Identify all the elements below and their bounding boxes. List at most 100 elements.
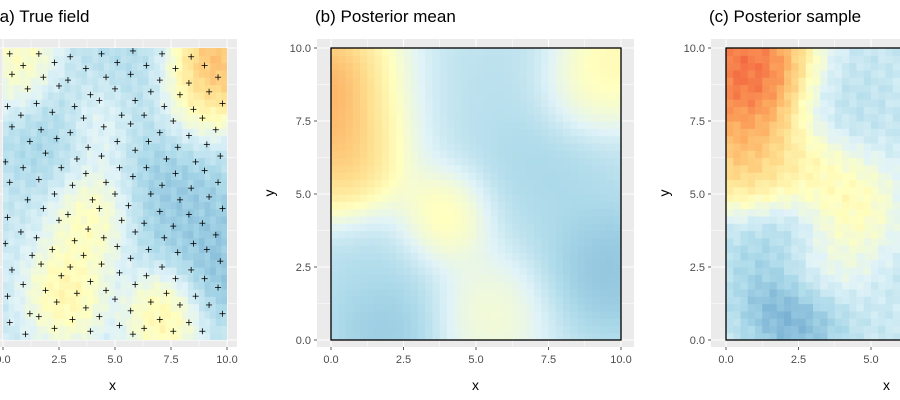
heatmap-cell xyxy=(103,135,110,144)
heatmap-cell xyxy=(762,215,771,224)
heatmap-cell xyxy=(755,223,763,232)
observation-point xyxy=(185,319,192,326)
heatmap-cell xyxy=(497,113,506,122)
heatmap-cell xyxy=(490,121,499,129)
heatmap-cell xyxy=(526,135,535,144)
heatmap-cell xyxy=(165,121,172,129)
heatmap-cell xyxy=(849,252,858,261)
heatmap-cell xyxy=(791,77,800,86)
heatmap-cell xyxy=(827,237,836,246)
heatmap-cell xyxy=(519,303,528,312)
heatmap-cell xyxy=(570,245,579,253)
heatmap-cell xyxy=(381,194,390,202)
observation-point xyxy=(73,155,80,162)
heatmap-cell xyxy=(131,296,138,305)
heatmap-cell xyxy=(769,128,778,137)
heatmap-cell xyxy=(798,48,807,56)
heatmap-cell xyxy=(199,318,206,326)
heatmap-cell xyxy=(526,77,535,86)
heatmap-cell xyxy=(193,215,200,224)
heatmap-cell xyxy=(820,113,829,122)
heatmap-cell xyxy=(70,259,77,268)
heatmap-cell xyxy=(726,179,734,188)
heatmap-cell xyxy=(352,55,361,64)
heatmap-cell xyxy=(878,296,887,305)
heatmap-cell xyxy=(131,194,138,202)
heatmap-cell xyxy=(526,164,535,173)
heatmap-cell xyxy=(584,55,593,64)
heatmap-cell xyxy=(497,157,506,166)
heatmap-cell xyxy=(476,274,484,283)
heatmap-cell xyxy=(204,62,211,71)
heatmap-cell xyxy=(36,267,43,275)
heatmap-cell xyxy=(490,55,499,64)
heatmap-cell xyxy=(47,310,54,319)
heatmap-cell xyxy=(863,201,872,210)
heatmap-cell xyxy=(563,303,571,312)
heatmap-cell xyxy=(14,259,21,268)
heatmap-cell xyxy=(199,48,206,56)
heatmap-cell xyxy=(92,245,99,253)
heatmap-cell xyxy=(367,113,376,122)
heatmap-cell xyxy=(87,106,94,115)
heatmap-cell xyxy=(425,179,434,188)
heatmap-cell xyxy=(726,237,734,246)
heatmap-cell xyxy=(176,55,183,64)
heatmap-cell xyxy=(512,281,521,290)
heatmap-cell xyxy=(813,274,821,283)
heatmap-cell xyxy=(592,245,600,253)
heatmap-cell xyxy=(762,172,771,180)
heatmap-cell xyxy=(519,172,528,180)
heatmap-cell xyxy=(338,62,347,71)
heatmap-cell xyxy=(410,62,419,71)
heatmap-cell xyxy=(381,121,390,129)
heatmap-cell xyxy=(863,215,872,224)
heatmap-cell xyxy=(570,325,579,334)
heatmap-cell xyxy=(42,106,49,115)
heatmap-cell xyxy=(476,296,484,305)
observation-point xyxy=(87,278,94,285)
heatmap-cell xyxy=(154,150,161,159)
heatmap-cell xyxy=(403,121,412,129)
heatmap-cell xyxy=(769,172,778,180)
heatmap-cell xyxy=(115,91,122,100)
heatmap-cell xyxy=(834,296,843,305)
heatmap-cell xyxy=(856,332,865,340)
heatmap-cell xyxy=(577,201,586,210)
heatmap-cell xyxy=(137,310,144,319)
heatmap-cell xyxy=(849,128,858,137)
heatmap-cell xyxy=(210,288,217,297)
heatmap-cell xyxy=(878,318,887,326)
heatmap-cell xyxy=(871,179,879,188)
heatmap-cell xyxy=(490,310,499,319)
observation-point xyxy=(96,313,103,320)
heatmap-cell xyxy=(115,318,122,326)
heatmap-cell xyxy=(53,259,60,268)
heatmap-cell xyxy=(381,77,390,86)
heatmap-cell xyxy=(512,157,521,166)
heatmap-cell xyxy=(733,194,742,202)
heatmap-cell xyxy=(120,310,127,319)
heatmap-cell xyxy=(534,288,542,297)
heatmap-cell xyxy=(820,230,829,239)
heatmap-cell xyxy=(541,194,550,202)
heatmap-cell xyxy=(182,150,189,159)
heatmap-cell xyxy=(733,106,742,115)
heatmap-cell xyxy=(75,179,82,188)
heatmap-cell xyxy=(109,55,116,64)
heatmap-cell xyxy=(747,201,756,210)
heatmap-cell xyxy=(126,230,133,239)
heatmap-cell xyxy=(740,164,749,173)
heatmap-cell xyxy=(885,325,894,334)
heatmap-cell xyxy=(827,164,836,173)
heatmap-cell xyxy=(331,201,339,210)
heatmap-cell xyxy=(47,55,54,64)
heatmap-cell xyxy=(381,332,390,340)
heatmap-cell xyxy=(87,245,94,253)
heatmap-cell xyxy=(769,164,778,173)
heatmap-cell xyxy=(367,142,376,151)
heatmap-cell xyxy=(215,106,222,115)
heatmap-cell xyxy=(769,121,778,129)
heatmap-cell xyxy=(410,84,419,93)
heatmap-cell xyxy=(827,201,836,210)
